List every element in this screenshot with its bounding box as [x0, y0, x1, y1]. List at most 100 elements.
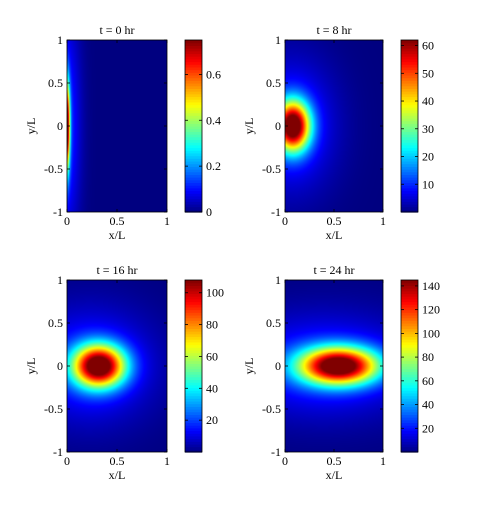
colorbar-segment	[185, 282, 202, 286]
colorbar-segment	[401, 190, 418, 194]
colorbar-segment	[185, 101, 202, 106]
colorbar-segment	[401, 61, 418, 65]
colorbar-segment	[401, 323, 418, 327]
colorbar-segment	[401, 398, 418, 402]
y-tick-label: 0	[275, 359, 281, 373]
heatmap-image	[67, 280, 167, 452]
colorbar-segment	[185, 45, 202, 49]
x-tick-label: 1	[164, 454, 170, 468]
y-tick-label: -1	[53, 205, 63, 219]
colorbar-segment	[185, 443, 202, 448]
colorbar-segment	[185, 333, 202, 338]
colorbar-segment	[401, 400, 418, 405]
colorbar-segment	[185, 50, 202, 55]
colorbar-segment	[401, 160, 418, 165]
colorbar-segment	[185, 88, 202, 92]
colorbar-segment	[185, 298, 202, 303]
colorbar-segment	[185, 411, 202, 415]
colorbar-segment	[401, 371, 418, 375]
colorbar-segment	[401, 144, 418, 149]
colorbar-segment	[401, 96, 418, 100]
colorbar-segment	[401, 185, 418, 189]
colorbar-segment	[401, 69, 418, 73]
y-tick-label: -0.5	[44, 162, 63, 176]
colorbar-segment	[185, 336, 202, 340]
colorbar-frame	[184, 279, 203, 453]
colorbar-segment	[401, 50, 418, 55]
colorbar-segment	[185, 109, 202, 114]
colorbar-segment	[401, 328, 418, 332]
colorbar-segment	[401, 93, 418, 98]
colorbar-segment	[185, 328, 202, 332]
colorbar-segment	[185, 390, 202, 394]
colorbar-segment	[401, 150, 418, 154]
colorbar-segment	[185, 317, 202, 321]
colorbar-segment	[401, 99, 418, 103]
colorbar-segment	[185, 42, 202, 46]
colorbar-segment	[401, 120, 418, 124]
colorbar-segment	[401, 107, 418, 111]
colorbar-segment	[401, 177, 418, 181]
x-tick-label: 0	[64, 214, 70, 228]
colorbar-segment	[401, 45, 418, 49]
colorbar-segment	[185, 347, 202, 351]
colorbar-segment	[185, 155, 202, 159]
colorbar-segment	[185, 209, 202, 213]
colorbar-segment	[401, 336, 418, 340]
y-tick-label: 0.5	[48, 76, 63, 90]
colorbar-segment	[401, 309, 418, 313]
colorbar-segment	[401, 80, 418, 84]
colorbar-segment	[185, 142, 202, 146]
colorbar-segment	[185, 104, 202, 108]
colorbar-segment	[185, 349, 202, 354]
colorbar-segment	[401, 187, 418, 192]
colorbar-segment	[185, 433, 202, 437]
colorbar-tick-label: 10	[422, 177, 434, 191]
colorbar-segment	[185, 69, 202, 73]
colorbar-segment	[185, 198, 202, 202]
colorbar-tick-label: 120	[422, 303, 440, 317]
colorbar-segment	[185, 285, 202, 289]
y-tick-label: -1	[53, 445, 63, 459]
colorbar-segment	[185, 357, 202, 362]
colorbar-segment	[185, 403, 202, 407]
colorbar-segment	[185, 185, 202, 189]
colorbar-segment	[401, 390, 418, 394]
y-tick-label: 1	[57, 273, 63, 287]
colorbar-segment	[185, 371, 202, 375]
colorbar-segment	[185, 203, 202, 208]
colorbar-segment	[185, 446, 202, 450]
colorbar-segment	[185, 182, 202, 186]
colorbar-segment	[401, 298, 418, 303]
colorbar-segment	[185, 392, 202, 397]
colorbar-segment	[401, 109, 418, 114]
colorbar-segment	[185, 331, 202, 335]
x-tick-label: 0.5	[327, 454, 342, 468]
colorbar-segment	[401, 349, 418, 354]
colorbar-segment	[185, 64, 202, 68]
colorbar-segment	[185, 419, 202, 424]
colorbar-segment	[185, 398, 202, 402]
colorbar-segment	[401, 155, 418, 159]
colorbar-segment	[185, 363, 202, 367]
y-tick-label: -0.5	[44, 402, 63, 416]
panel-2: t = 8 hr 0 0.5 1 x/L -1 -0.5 0 0.5 1 y/L 10 20 30 40 50…	[242, 23, 434, 242]
colorbar-segment	[401, 366, 418, 370]
colorbar-tick-label: 0.4	[206, 113, 221, 127]
colorbar-segment	[401, 48, 418, 52]
colorbar-segment	[401, 304, 418, 308]
colorbar-segment	[401, 357, 418, 362]
colorbar-segment	[401, 182, 418, 186]
colorbar-segment	[401, 446, 418, 450]
y-tick-label: 0	[57, 119, 63, 133]
colorbar-segment	[185, 376, 202, 381]
colorbar-tick-label: 0	[206, 205, 212, 219]
colorbar-segment	[401, 403, 418, 407]
colorbar-segment	[401, 395, 418, 399]
x-tick-label: 0.5	[327, 214, 342, 228]
colorbar-tick-label: 50	[422, 66, 434, 80]
colorbar-segment	[185, 144, 202, 149]
colorbar-tick-label: 60	[422, 374, 434, 388]
colorbar-segment	[401, 411, 418, 415]
colorbar-segment	[185, 187, 202, 192]
